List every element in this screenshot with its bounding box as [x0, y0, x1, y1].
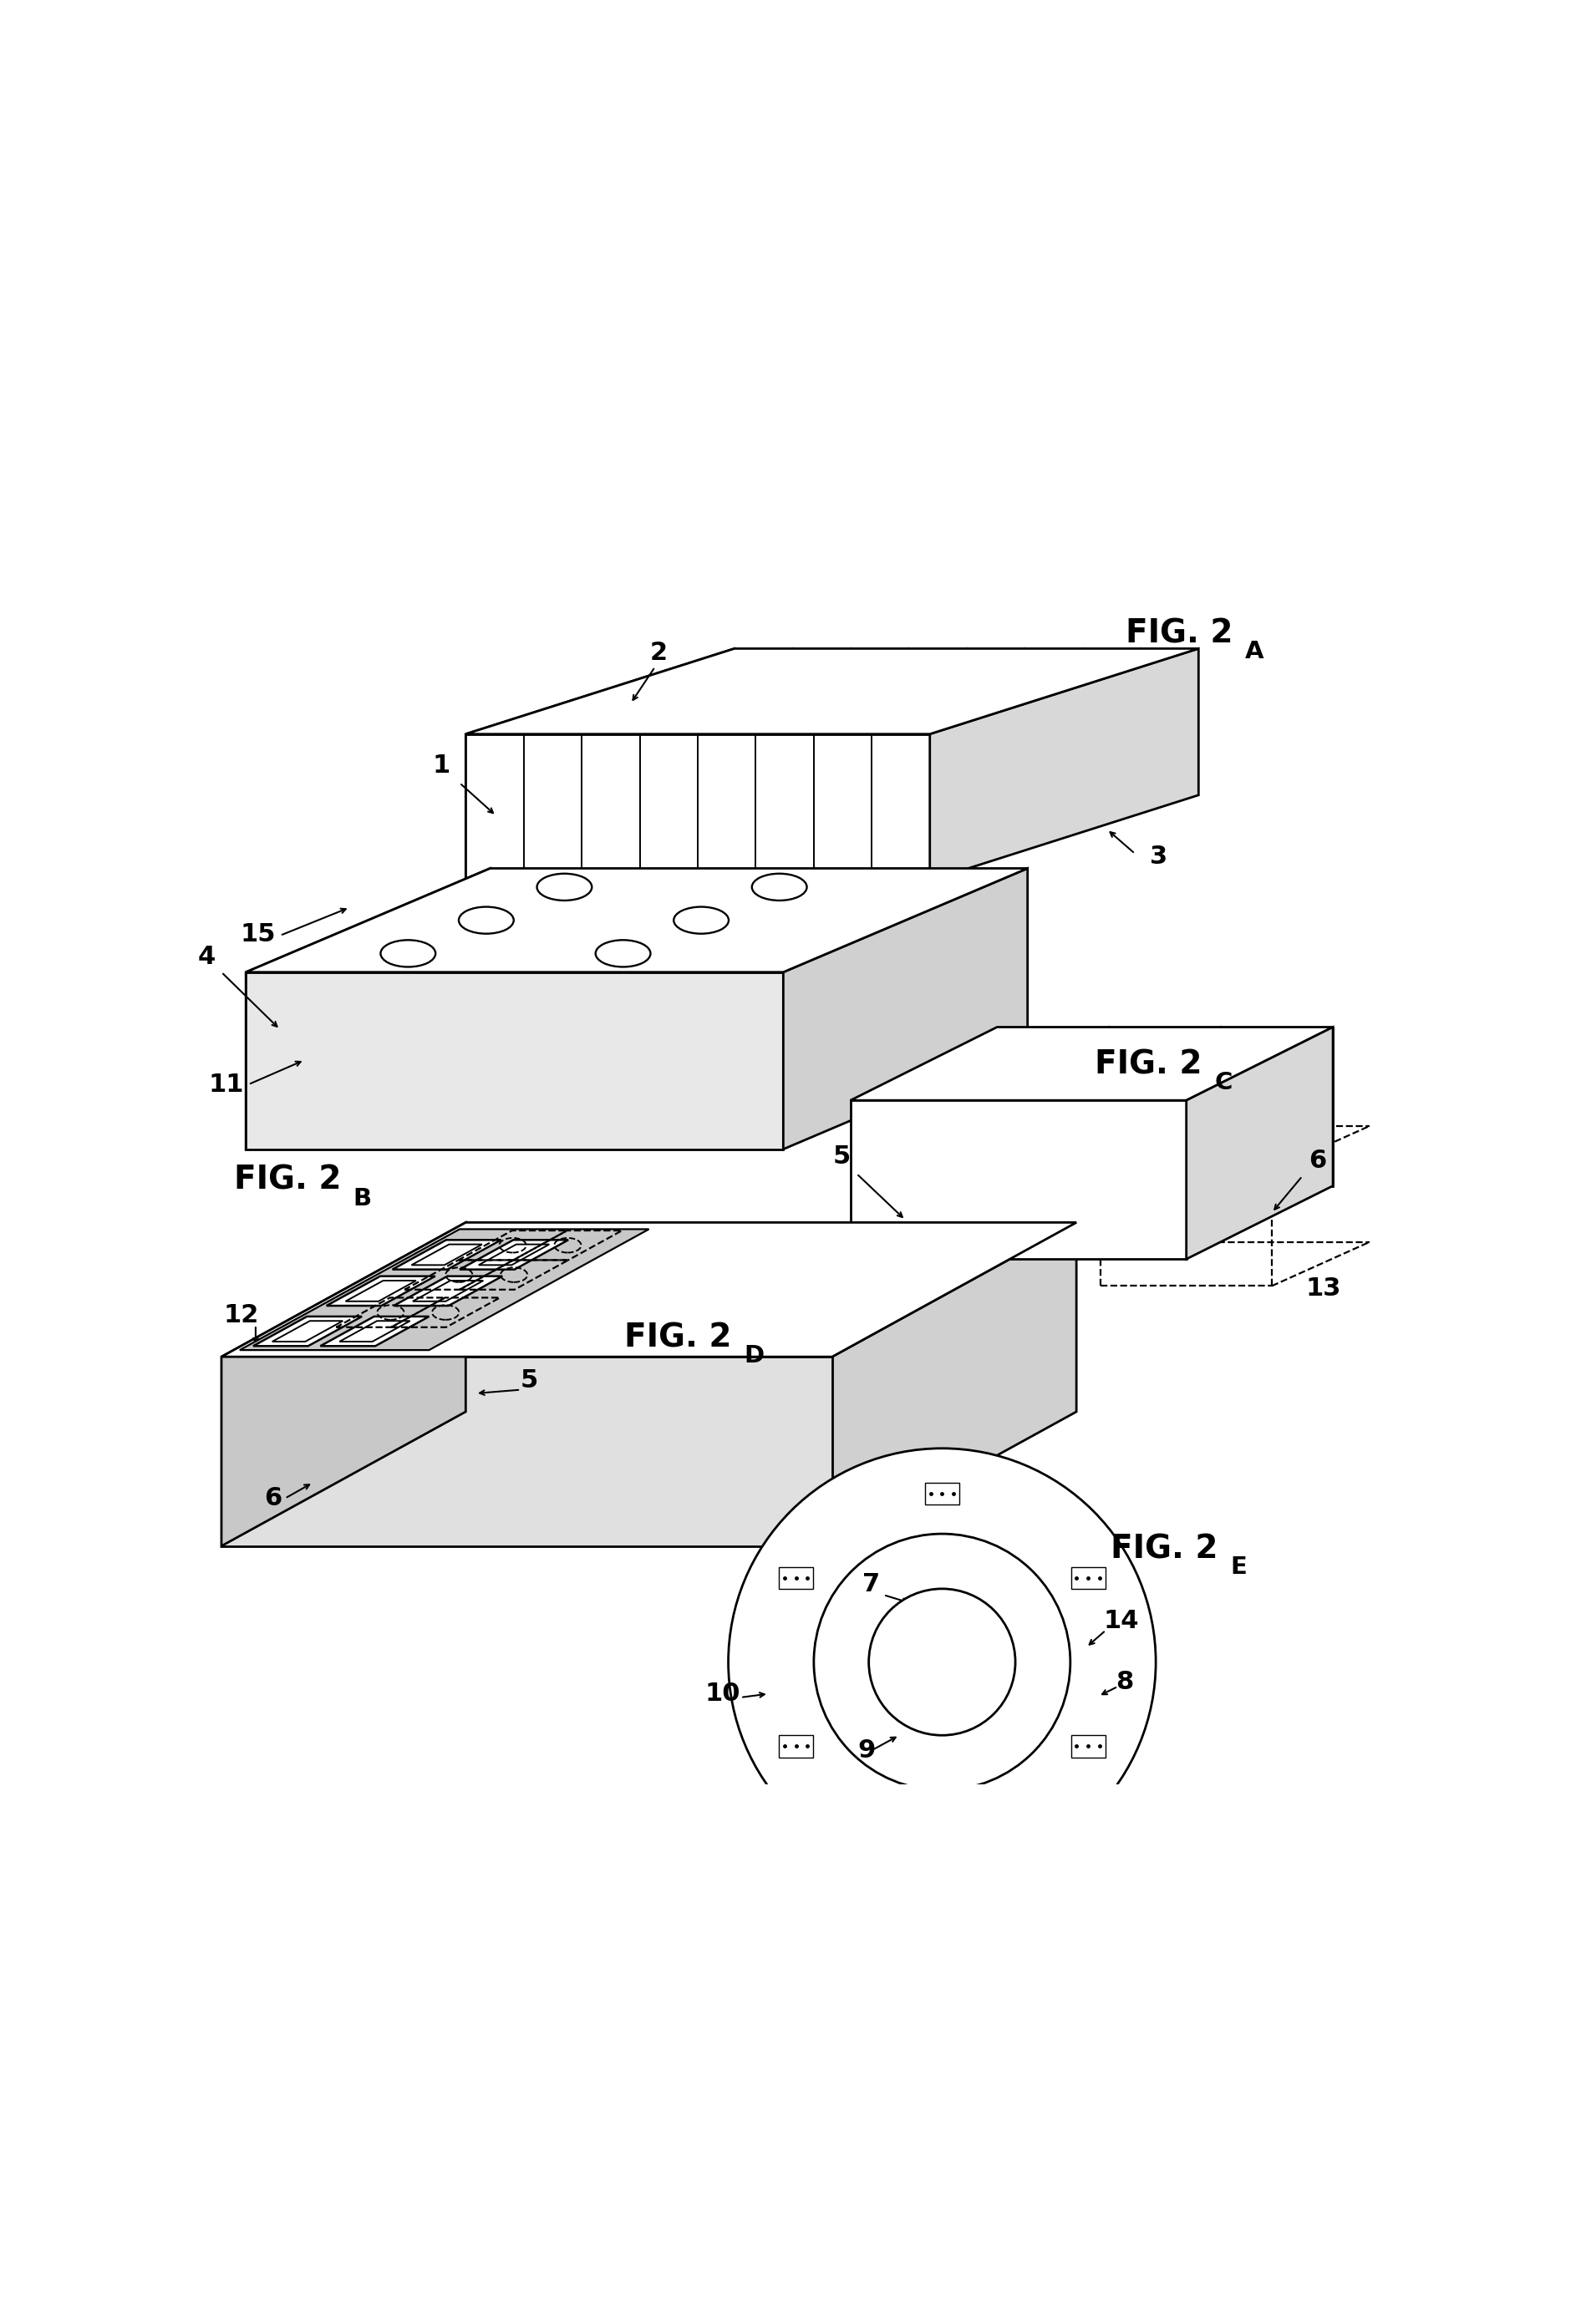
Text: 7: 7	[862, 1571, 879, 1597]
Polygon shape	[246, 869, 1028, 971]
FancyBboxPatch shape	[779, 1566, 813, 1590]
Text: 15: 15	[240, 923, 276, 946]
Text: 2: 2	[649, 641, 668, 665]
Polygon shape	[240, 1229, 649, 1350]
FancyBboxPatch shape	[779, 1736, 813, 1757]
Text: 7: 7	[920, 1281, 939, 1304]
Text: 9: 9	[857, 1738, 875, 1762]
Text: E: E	[1231, 1555, 1247, 1578]
Text: 1: 1	[432, 753, 451, 779]
Text: FIG. 2: FIG. 2	[1111, 1534, 1218, 1564]
Text: 8: 8	[1116, 1669, 1133, 1694]
Ellipse shape	[673, 906, 728, 934]
Text: 12: 12	[224, 1304, 260, 1327]
Text: B: B	[353, 1188, 372, 1211]
Polygon shape	[460, 1241, 569, 1269]
Circle shape	[813, 1534, 1070, 1789]
Polygon shape	[466, 734, 930, 881]
Text: 5: 5	[520, 1369, 537, 1392]
Text: 5: 5	[834, 1146, 851, 1169]
Text: C: C	[1215, 1071, 1232, 1095]
Text: 11: 11	[208, 1074, 244, 1097]
Polygon shape	[851, 1027, 1333, 1099]
FancyBboxPatch shape	[925, 1820, 960, 1841]
Ellipse shape	[380, 939, 435, 967]
Ellipse shape	[537, 874, 593, 899]
Polygon shape	[246, 869, 490, 1148]
Polygon shape	[392, 1241, 501, 1269]
FancyBboxPatch shape	[1072, 1566, 1105, 1590]
Polygon shape	[221, 1357, 832, 1545]
Polygon shape	[394, 1276, 503, 1306]
Text: 13: 13	[1307, 1276, 1341, 1301]
Polygon shape	[1187, 1027, 1333, 1260]
Polygon shape	[998, 1027, 1333, 1185]
Text: FIG. 2: FIG. 2	[233, 1164, 340, 1197]
Polygon shape	[466, 648, 734, 881]
Polygon shape	[254, 1315, 362, 1346]
Polygon shape	[246, 971, 783, 1148]
Ellipse shape	[459, 906, 514, 934]
FancyBboxPatch shape	[925, 1483, 960, 1504]
Text: 4: 4	[199, 944, 216, 969]
Ellipse shape	[752, 874, 807, 899]
Polygon shape	[466, 648, 1199, 734]
Text: 3: 3	[1150, 844, 1168, 869]
Polygon shape	[320, 1315, 429, 1346]
Polygon shape	[221, 1222, 466, 1545]
Text: 6: 6	[1308, 1148, 1327, 1174]
Text: 10: 10	[704, 1683, 741, 1706]
Polygon shape	[930, 648, 1199, 881]
FancyBboxPatch shape	[1072, 1736, 1105, 1757]
Text: FIG. 2: FIG. 2	[624, 1322, 731, 1353]
Text: A: A	[1245, 639, 1264, 662]
Text: FIG. 2: FIG. 2	[1125, 618, 1232, 648]
Text: D: D	[744, 1346, 764, 1369]
Polygon shape	[221, 1222, 1076, 1357]
Polygon shape	[783, 869, 1028, 1148]
Text: 14: 14	[1103, 1608, 1139, 1634]
Circle shape	[868, 1590, 1015, 1736]
Polygon shape	[832, 1222, 1076, 1545]
Text: FIG. 2: FIG. 2	[1095, 1048, 1202, 1081]
Text: 6: 6	[263, 1487, 282, 1511]
Polygon shape	[326, 1276, 435, 1306]
Circle shape	[728, 1448, 1155, 1875]
Polygon shape	[851, 1099, 1187, 1260]
Ellipse shape	[596, 939, 651, 967]
